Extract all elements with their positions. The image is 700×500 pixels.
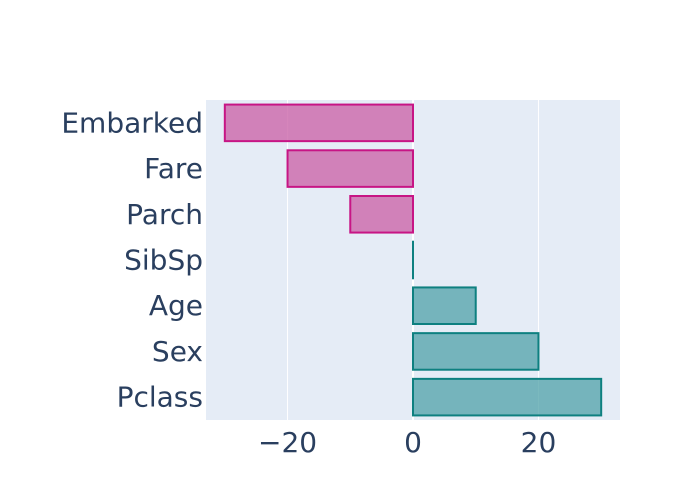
x-tick-label: −20 — [258, 426, 317, 459]
bar-parch — [349, 195, 415, 234]
y-tick-label: Pclass — [117, 381, 203, 414]
y-tick-label: Sex — [152, 335, 203, 368]
bar-sex — [412, 332, 540, 371]
bars — [223, 103, 603, 417]
y-tick-label: Embarked — [61, 106, 203, 139]
y-tick-label: Parch — [126, 198, 203, 231]
bar-embarked — [223, 103, 414, 143]
x-tick-label: 0 — [404, 426, 422, 459]
bar-pclass — [412, 377, 603, 417]
y-tick-label: Age — [149, 289, 203, 322]
y-tick-label: SibSp — [124, 244, 203, 277]
x-axis-tick-labels: −20 0 20 — [258, 426, 556, 459]
x-tick-label: 20 — [521, 426, 557, 459]
y-axis-tick-labels: Embarked Fare Parch SibSp Age Sex Pclass — [61, 106, 203, 413]
y-tick-label: Fare — [144, 152, 203, 185]
bar-age — [412, 286, 477, 325]
bar-fare — [286, 149, 414, 188]
